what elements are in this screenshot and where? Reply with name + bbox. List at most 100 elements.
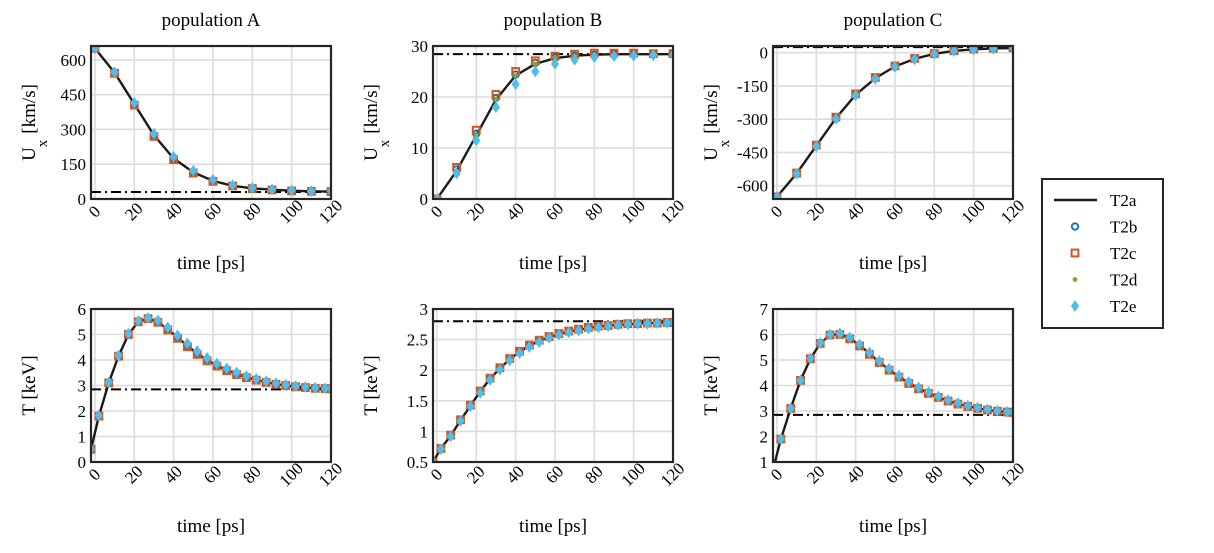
y-tick-label: 2 (760, 428, 769, 447)
marker-T2e (924, 386, 933, 399)
marker-T2e (969, 46, 978, 56)
marker-T2e (208, 173, 218, 186)
x-tick-label: 80 (581, 462, 606, 487)
legend: T2a T2b T2c T2d T2e (1041, 178, 1164, 329)
y-axis-label: T [keV] (701, 355, 722, 415)
legend-marker-T2d (1072, 277, 1078, 282)
y-tick-label: 6 (78, 300, 87, 319)
y-tick-label: 2.5 (407, 331, 428, 350)
x-tick-label: 120 (997, 459, 1028, 490)
x-tick-label: 40 (843, 199, 868, 224)
marker-T2e (649, 49, 658, 62)
marker-T2e (570, 53, 579, 66)
x-tick-label: 100 (276, 459, 307, 490)
x-tick-label: 60 (882, 199, 907, 224)
marker-T2e (845, 331, 854, 344)
legend-entry-T2b: T2b (1070, 218, 1137, 237)
x-tick-label: 60 (542, 462, 567, 487)
marker-T2e (169, 150, 178, 163)
marker-T2e (261, 375, 271, 388)
x-tick-label: 120 (315, 196, 346, 227)
legend-label: T2b (1110, 218, 1137, 237)
x-tick-label: 100 (958, 459, 989, 490)
y-tick-label: 5 (760, 351, 769, 370)
marker-T2e (983, 403, 992, 416)
marker-T2e (792, 167, 801, 180)
y-tick-label: 0 (78, 453, 87, 472)
y-tick-label: 450 (61, 86, 87, 105)
marker-T2e (776, 433, 785, 445)
y-tick-label: 1 (78, 428, 87, 447)
x-tick-label: 40 (161, 199, 186, 224)
marker-T2e (311, 381, 320, 394)
marker-T2e (134, 315, 143, 327)
marker-T2e (894, 369, 903, 382)
marker-T2e (623, 318, 632, 331)
x-tick-label: 60 (200, 199, 225, 224)
y-tick-label: 1 (760, 453, 769, 472)
y-tick-label: 5 (78, 326, 87, 345)
marker-T2e (143, 312, 153, 324)
marker-T2e (307, 185, 316, 198)
marker-T2e (584, 322, 593, 335)
y-tick-label: -300 (737, 110, 768, 129)
marker-T2e (963, 399, 972, 412)
marker-T2d (532, 61, 538, 67)
axes-box (89, 307, 333, 464)
x-axis-label: time [ps] (177, 516, 245, 537)
x-tick-label: 80 (239, 199, 264, 224)
legend-box (1041, 178, 1164, 329)
marker-T2e (835, 327, 844, 340)
x-tick-label: 0 (767, 202, 786, 221)
x-tick-label: 120 (315, 459, 346, 490)
data-layer (91, 312, 331, 456)
x-tick-label: 20 (803, 199, 828, 224)
marker-T2e (613, 319, 623, 331)
marker-T2e (212, 357, 221, 370)
marker-T2e (629, 49, 638, 62)
y-tick-label: 2 (420, 361, 429, 380)
x-axis-label: time [ps] (519, 253, 587, 274)
marker-T2e (875, 355, 884, 367)
marker-T2e (574, 324, 583, 337)
axes-box (771, 307, 1015, 464)
panel-title: population A (162, 10, 261, 31)
marker-T2e (934, 390, 943, 403)
marker-T2e (228, 179, 237, 191)
y-tick-label: 1 (420, 422, 429, 441)
marker-T2d (513, 73, 519, 78)
marker-T2e (904, 376, 913, 388)
marker-T2e (114, 349, 123, 362)
plot-area (433, 46, 673, 199)
marker-T2e (436, 443, 445, 456)
x-axis-label: time [ps] (859, 516, 927, 537)
data-layer (91, 46, 331, 198)
marker-T2e (550, 57, 560, 70)
x-tick-label: 20 (121, 199, 146, 224)
x-tick-label: 100 (618, 196, 649, 227)
x-tick-label: 0 (85, 202, 104, 221)
x-axis-label: time [ps] (519, 516, 587, 537)
marker-T2e (222, 362, 231, 375)
x-tick-label: 0 (767, 465, 786, 484)
axes-box (431, 307, 675, 464)
marker-T2e (472, 134, 481, 147)
marker-T2e (910, 53, 919, 66)
marker-T2e (554, 328, 563, 341)
legend-marker-T2b (1070, 222, 1080, 231)
marker-T2e (281, 378, 290, 391)
legend-label: T2c (1110, 244, 1137, 263)
marker-T2e (943, 394, 953, 406)
x-tick-label: 120 (997, 196, 1028, 227)
marker-T2e (110, 66, 119, 79)
marker-T2e (491, 101, 501, 114)
x-tick-label: 80 (239, 462, 264, 487)
y-tick-label: -150 (737, 77, 768, 96)
y-tick-label: -600 (737, 177, 768, 196)
marker-T2e (594, 321, 603, 334)
legend-entry-T2c: T2c (1070, 244, 1137, 263)
y-label-sub: x (377, 139, 393, 147)
marker-T2e (851, 89, 860, 102)
x-tick-label: 60 (542, 199, 567, 224)
